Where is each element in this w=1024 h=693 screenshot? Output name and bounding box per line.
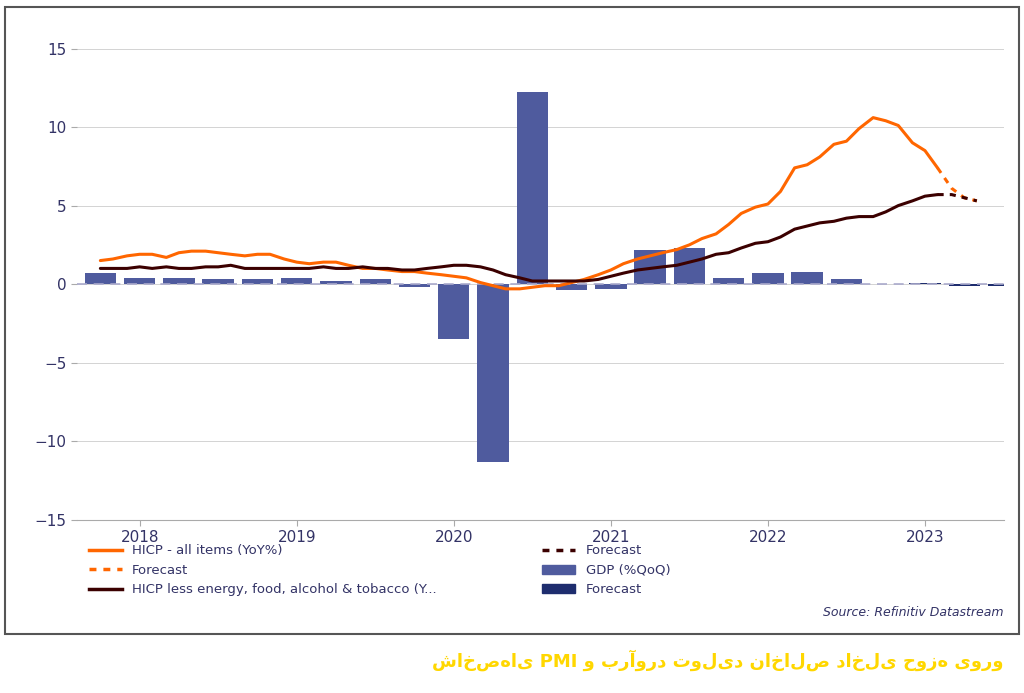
- Bar: [595, 284, 627, 289]
- Bar: [713, 278, 744, 284]
- Bar: [438, 284, 469, 339]
- Bar: [988, 284, 1019, 286]
- Bar: [674, 248, 706, 284]
- Bar: [753, 273, 783, 284]
- Legend: HICP - all items (YoY%), Forecast, HICP less energy, food, alcohol & tobacco (Y.: HICP - all items (YoY%), Forecast, HICP …: [83, 539, 676, 602]
- Bar: [556, 284, 588, 290]
- Bar: [909, 283, 941, 284]
- Text: Source: Refinitiv Datastream: Source: Refinitiv Datastream: [823, 606, 1004, 619]
- Text: ARON GROUPS BROKER: ARON GROUPS BROKER: [20, 651, 258, 669]
- Bar: [321, 281, 351, 284]
- Bar: [359, 279, 391, 284]
- Bar: [281, 278, 312, 284]
- Bar: [635, 249, 666, 284]
- Bar: [830, 279, 862, 284]
- Bar: [124, 278, 156, 284]
- Bar: [163, 278, 195, 284]
- Bar: [516, 92, 548, 284]
- Bar: [909, 283, 941, 284]
- Bar: [242, 279, 273, 284]
- Bar: [85, 273, 116, 284]
- Bar: [477, 284, 509, 462]
- Bar: [948, 284, 980, 286]
- Bar: [203, 279, 233, 284]
- Text: شاخص‌های PMI و برآورد تولید ناخالص داخلی حوزه یورو: شاخص‌های PMI و برآورد تولید ناخالص داخلی…: [432, 649, 1004, 671]
- Bar: [792, 272, 823, 284]
- Bar: [398, 284, 430, 288]
